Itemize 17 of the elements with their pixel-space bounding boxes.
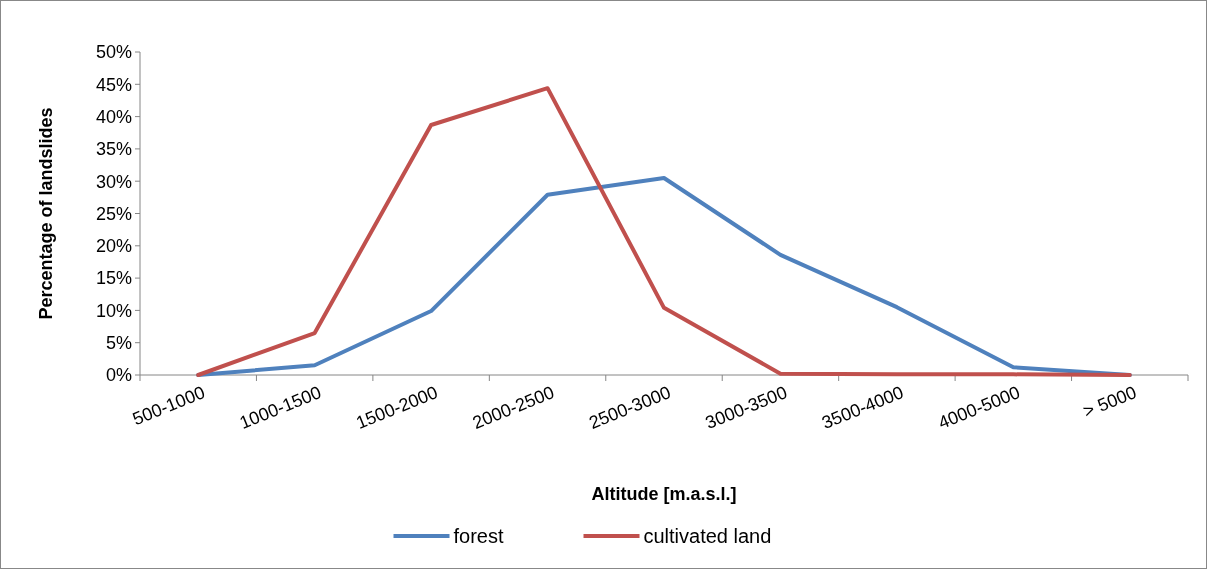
- y-tick-label: 35%: [95, 139, 132, 160]
- y-axis-title: Percentage of landslides: [36, 107, 56, 320]
- y-tick-label: 50%: [95, 42, 132, 63]
- legend-label: forest: [453, 525, 504, 547]
- y-tick-label: 10%: [95, 300, 132, 321]
- y-tick-label: 45%: [95, 74, 132, 95]
- x-axis-title: Altitude [m.a.s.l.]: [591, 484, 737, 504]
- x-tick-label: > 5000: [1080, 382, 1140, 422]
- legend-label: cultivated land: [643, 525, 772, 547]
- y-tick-label: 40%: [95, 106, 132, 127]
- y-tick-label: 30%: [95, 171, 132, 192]
- y-tick-label: 0%: [105, 365, 132, 386]
- line-series: [196, 86, 1132, 377]
- y-tick-label: 25%: [95, 203, 132, 224]
- y-tick-label: 20%: [95, 236, 132, 257]
- y-tick-label: 5%: [105, 333, 132, 353]
- y-tick-label: 15%: [95, 268, 132, 289]
